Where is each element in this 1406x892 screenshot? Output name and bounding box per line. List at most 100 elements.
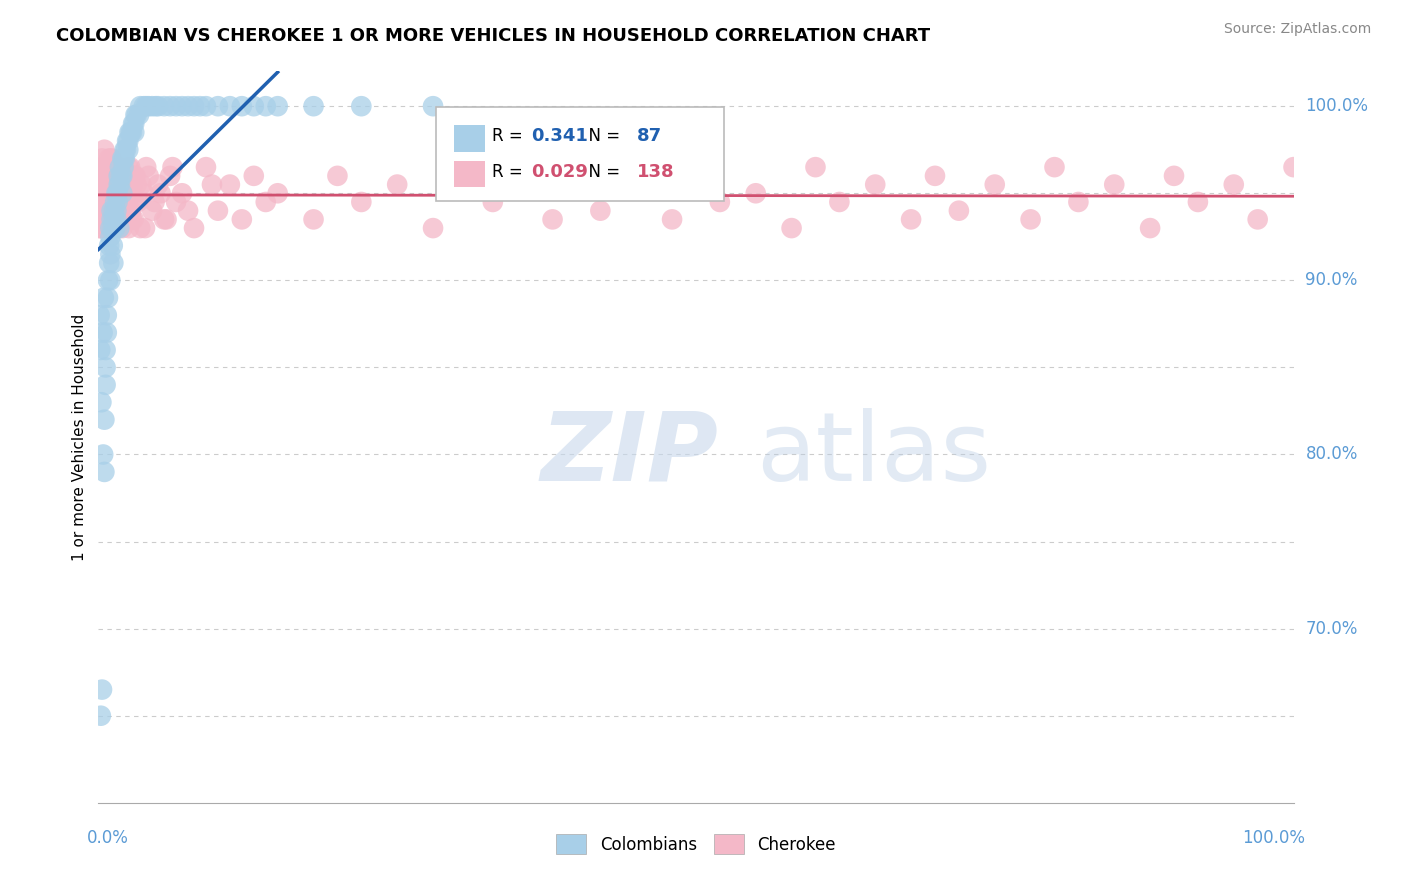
Point [98, 256, 121, 270]
Point [93, 412, 115, 426]
Point [134, 221, 156, 235]
Point [117, 143, 139, 157]
Point [159, 169, 181, 183]
Point [108, 160, 131, 174]
Point [155, 212, 177, 227]
Point [93, 186, 115, 201]
Point [506, 178, 529, 192]
Point [94, 343, 117, 357]
Point [709, 194, 731, 209]
Point [104, 203, 127, 218]
Point [103, 178, 125, 192]
Point [90, 203, 112, 218]
Point [100, 194, 122, 209]
Point [900, 212, 922, 227]
Point [89, 178, 111, 192]
Point [114, 194, 136, 209]
Point [121, 212, 143, 227]
Point [89, 308, 111, 322]
Point [94, 212, 117, 227]
Point [172, 99, 194, 113]
Point [98, 221, 121, 235]
Point [100, 152, 122, 166]
Point [145, 99, 167, 113]
Point [93, 160, 115, 174]
Point [93, 212, 115, 227]
Point [101, 160, 124, 174]
Point [105, 212, 128, 227]
Point [482, 194, 505, 209]
Point [350, 194, 373, 209]
Point [91, 326, 114, 340]
Point [107, 186, 129, 201]
Point [254, 99, 277, 113]
Point [103, 212, 125, 227]
Point [103, 256, 125, 270]
Point [115, 134, 138, 148]
Point [91, 152, 114, 166]
Point [91, 186, 114, 201]
Point [984, 178, 1007, 192]
Point [114, 152, 136, 166]
Legend: Colombians, Cherokee: Colombians, Cherokee [550, 828, 842, 860]
Point [115, 143, 138, 157]
Point [138, 169, 160, 183]
Text: Source: ZipAtlas.com: Source: ZipAtlas.com [1223, 22, 1371, 37]
Point [626, 178, 648, 192]
Point [149, 186, 172, 201]
Point [97, 203, 120, 218]
Point [100, 203, 122, 218]
Point [120, 186, 142, 201]
Point [117, 134, 139, 148]
Point [219, 99, 242, 113]
Point [107, 178, 129, 192]
Point [108, 194, 131, 209]
Point [948, 203, 970, 218]
Point [112, 169, 135, 183]
Point [114, 203, 136, 218]
Point [94, 194, 117, 209]
Point [94, 194, 117, 209]
Point [385, 178, 409, 192]
Point [422, 221, 444, 235]
Point [91, 160, 114, 174]
Point [104, 194, 127, 209]
Point [96, 178, 118, 192]
Point [243, 99, 266, 113]
Point [1223, 178, 1246, 192]
Point [124, 108, 146, 122]
Point [207, 203, 229, 218]
Point [231, 99, 253, 113]
Point [1282, 160, 1305, 174]
Point [89, 221, 111, 235]
Point [1043, 160, 1066, 174]
Point [98, 152, 121, 166]
Point [117, 178, 139, 192]
Text: 138: 138 [637, 163, 675, 181]
Point [828, 194, 851, 209]
Point [96, 326, 118, 340]
Point [153, 99, 176, 113]
Point [195, 99, 218, 113]
Point [125, 108, 148, 122]
Point [104, 169, 127, 183]
Point [685, 169, 707, 183]
Text: R =: R = [492, 163, 529, 181]
Point [101, 238, 124, 252]
Point [97, 273, 120, 287]
Point [162, 160, 184, 174]
Point [112, 160, 135, 174]
Point [90, 212, 112, 227]
Point [128, 108, 150, 122]
Point [90, 169, 112, 183]
Text: 0.0%: 0.0% [87, 829, 128, 847]
Point [114, 143, 136, 157]
Point [125, 178, 148, 192]
Point [422, 99, 444, 113]
Text: R =: R = [492, 128, 529, 145]
Point [302, 99, 325, 113]
Point [117, 194, 139, 209]
Point [105, 169, 128, 183]
Point [105, 186, 128, 201]
Point [1019, 212, 1042, 227]
